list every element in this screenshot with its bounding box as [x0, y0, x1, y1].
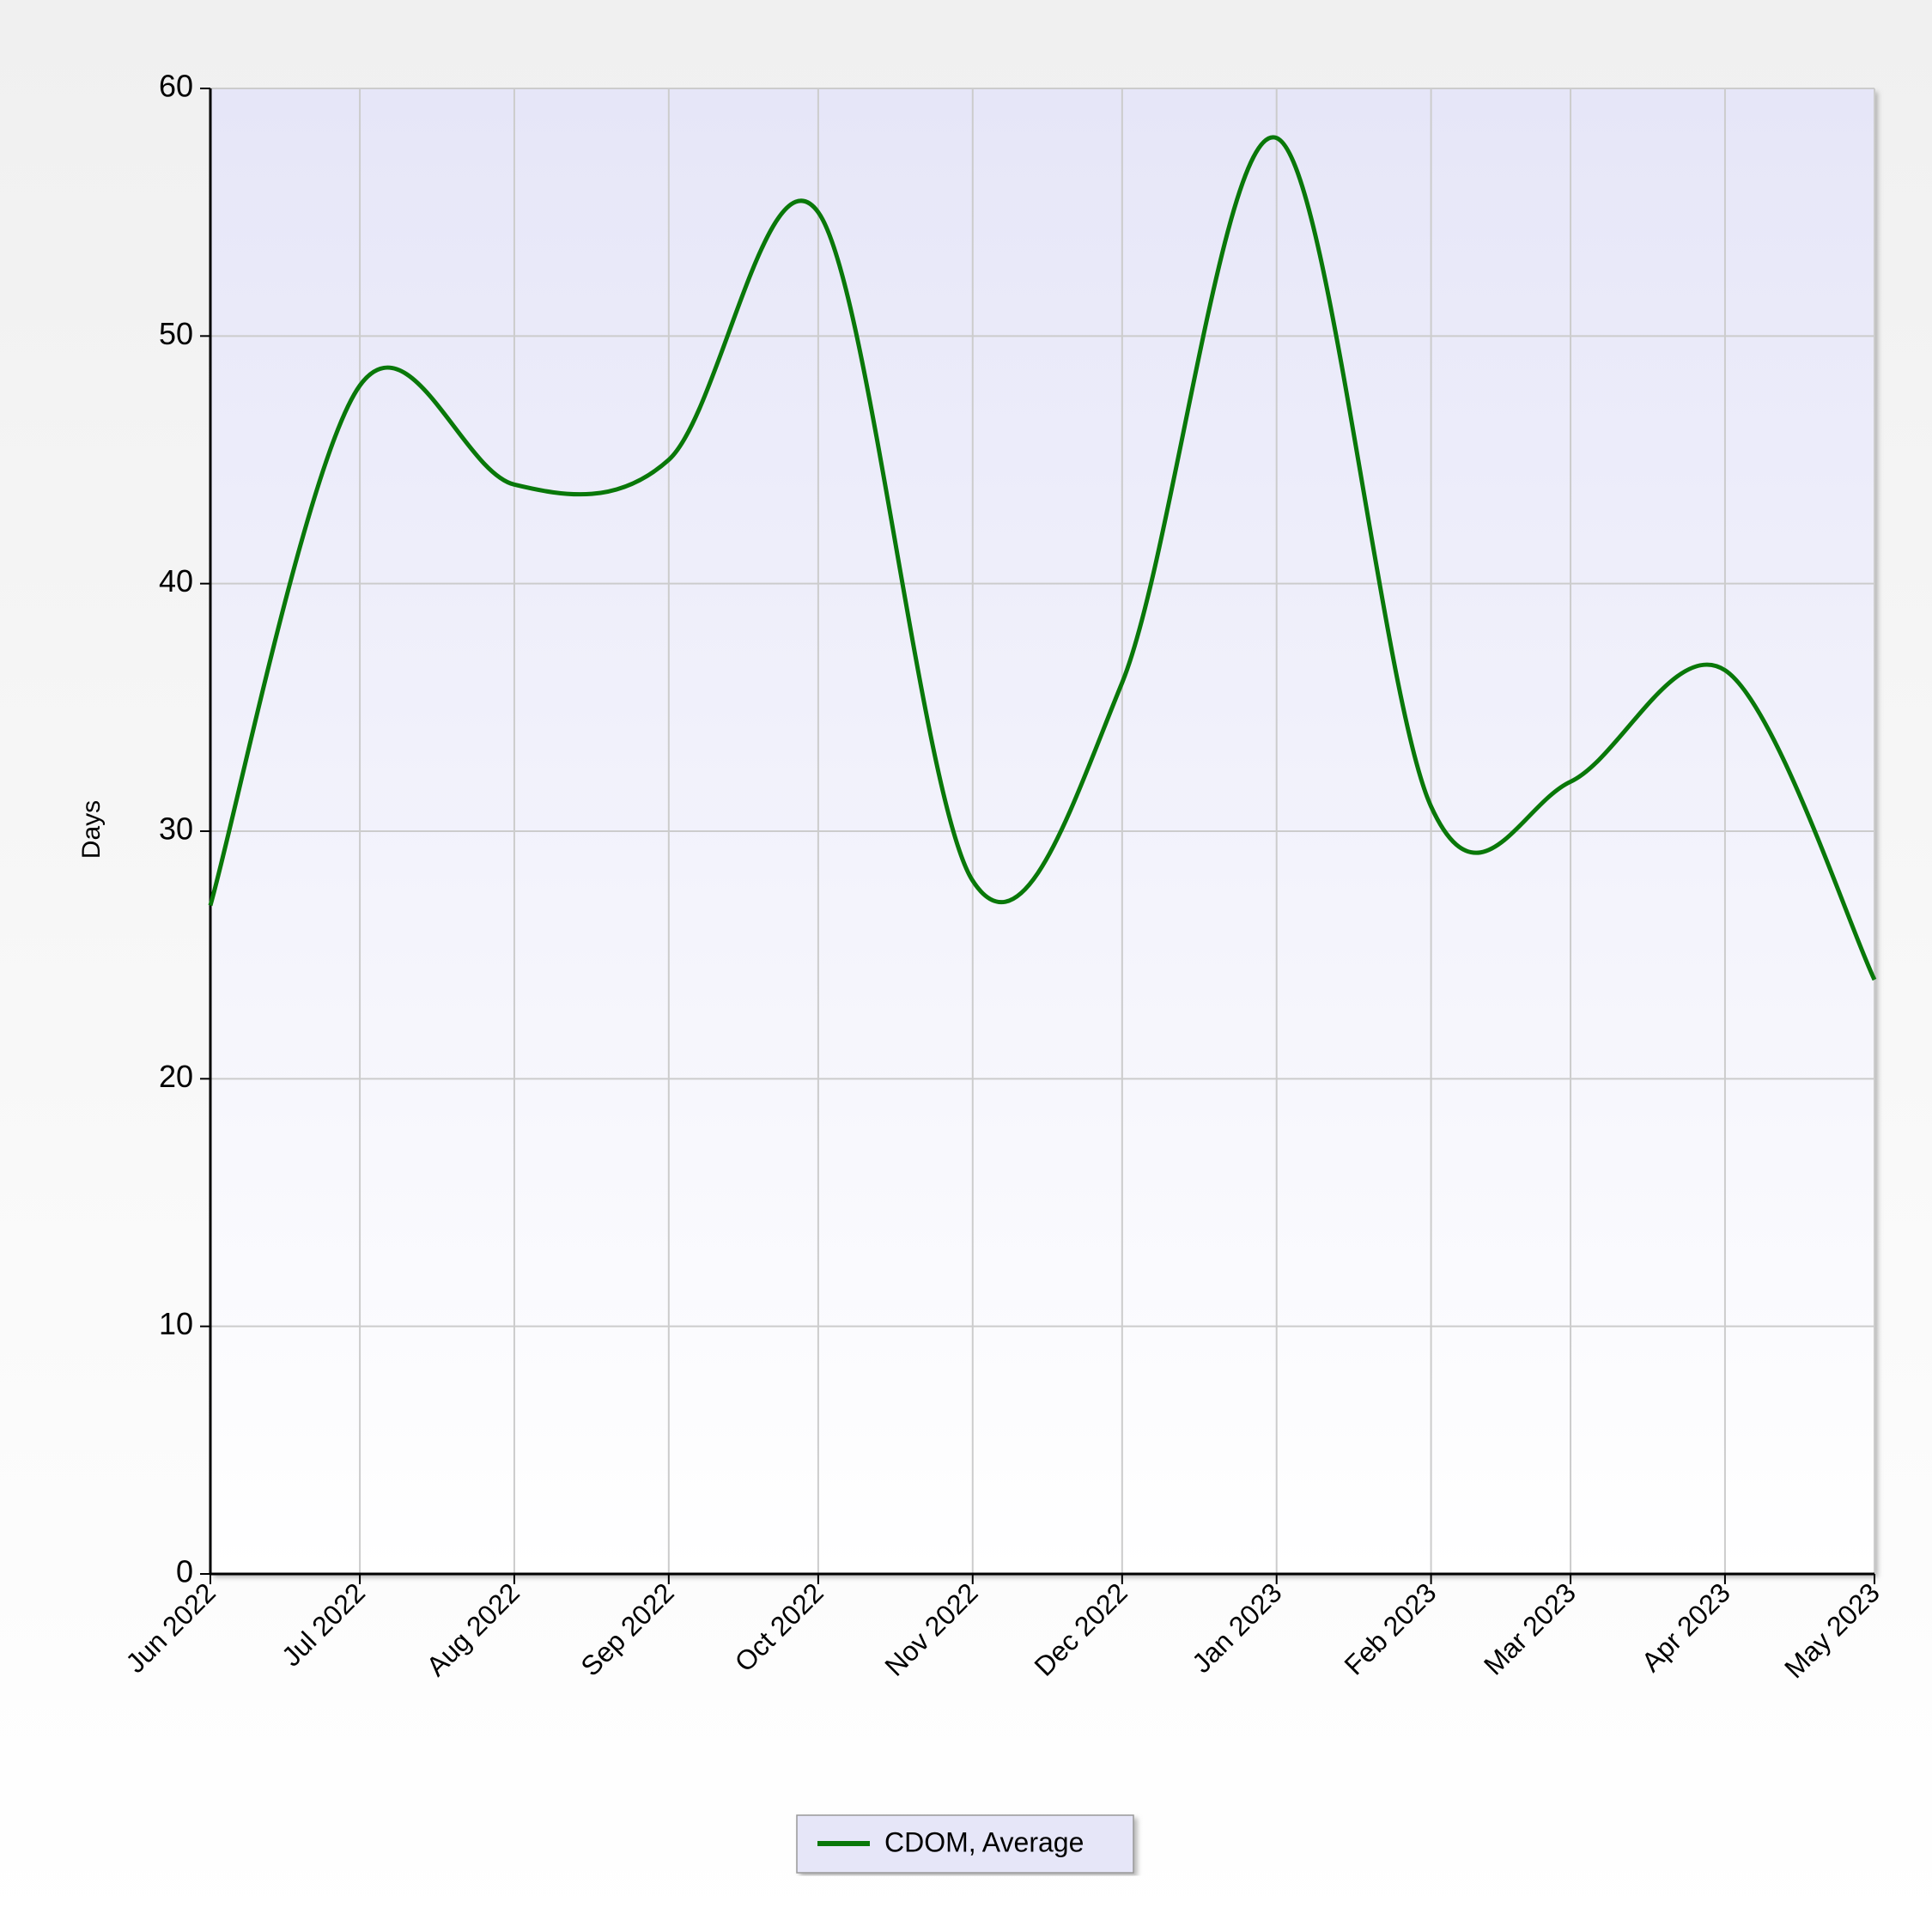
y-tick-label: 20: [159, 1059, 193, 1094]
y-axis-label: Days: [77, 800, 106, 859]
y-tick-label: 40: [159, 563, 193, 598]
line-series: [208, 135, 1877, 981]
y-tick-label: 50: [159, 316, 193, 351]
y-tick-label: 30: [159, 811, 193, 847]
y-tick-label: 60: [159, 69, 193, 104]
legend-label: CDOM, Average: [884, 1826, 1084, 1857]
y-tick-label: 0: [176, 1554, 193, 1589]
y-tick-label: 10: [159, 1306, 193, 1341]
